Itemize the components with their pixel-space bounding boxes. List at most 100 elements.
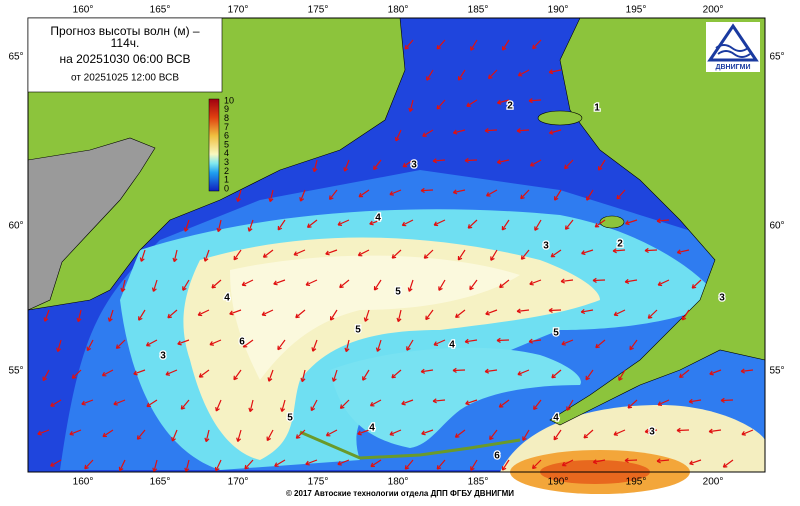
arrow — [396, 309, 402, 323]
arrow — [145, 339, 158, 347]
map-frame — [27, 17, 766, 473]
arrow — [436, 99, 446, 110]
lon-label-top: 165° — [150, 5, 171, 16]
arrow — [548, 307, 562, 313]
arrow — [627, 399, 638, 409]
arrow — [198, 369, 210, 378]
arrow — [172, 249, 178, 263]
arrow — [404, 459, 414, 470]
arrow — [644, 428, 658, 434]
arrow — [344, 339, 350, 353]
arrow — [136, 429, 146, 440]
arrow — [467, 219, 478, 229]
arrow — [280, 399, 286, 412]
arrow — [295, 309, 306, 319]
arrow — [496, 159, 510, 165]
lon-label-top: 180° — [388, 5, 409, 16]
lon-label-top: 200° — [703, 5, 724, 16]
arrow — [496, 337, 510, 343]
arrow — [647, 309, 658, 319]
arrow — [679, 369, 690, 379]
contour-label: 3 — [719, 293, 725, 304]
lon-label-bottom: 170° — [228, 477, 249, 488]
arrow — [293, 249, 306, 256]
arrow — [438, 279, 446, 291]
arrow — [375, 339, 382, 352]
arrow — [564, 219, 574, 230]
arrow — [277, 339, 286, 351]
contour-label: 4 — [553, 413, 559, 424]
lat-label-right: 60° — [769, 221, 784, 232]
lon-label-top: 185° — [468, 5, 489, 16]
arrow — [564, 159, 574, 170]
title-line: Прогноз высоты волн (м) – — [50, 24, 200, 38]
arrow — [81, 399, 94, 406]
colorbar — [208, 98, 220, 192]
arrow — [152, 459, 158, 473]
arrow — [306, 219, 318, 228]
arrow — [464, 157, 478, 164]
arrow — [676, 249, 690, 255]
arrow — [274, 459, 286, 467]
arrow — [554, 189, 562, 201]
arrow — [452, 189, 466, 195]
title-line: от 20251025 12:00 ВСВ — [71, 73, 179, 84]
arrow — [423, 249, 434, 259]
contour-label: 3 — [411, 160, 417, 171]
arrow — [436, 39, 446, 50]
land-alaska — [549, 17, 766, 426]
contour-label: 5 — [355, 325, 361, 336]
arrow — [421, 429, 434, 436]
footer: © 2017 Автоские технологии отдела ДПП ФГ… — [286, 489, 514, 498]
arrow — [624, 457, 638, 464]
arrow — [312, 159, 318, 173]
arrow — [420, 368, 434, 374]
arrow — [566, 399, 574, 411]
arrow — [295, 429, 306, 439]
arrow — [644, 247, 658, 254]
lat-label-left: 55° — [8, 366, 23, 377]
arrow — [613, 309, 626, 317]
aleutian-islands — [299, 430, 521, 460]
arrow — [452, 129, 466, 135]
wave-zone-low — [330, 347, 581, 448]
island — [599, 215, 625, 229]
arrow — [422, 129, 434, 137]
arrow — [373, 279, 382, 291]
colorbar-label: 0 — [224, 183, 229, 193]
lon-label-bottom: 200° — [703, 477, 724, 488]
arrow — [113, 399, 126, 406]
arrow — [534, 219, 542, 231]
arrow — [233, 249, 242, 261]
island — [537, 110, 583, 126]
arrow — [533, 399, 542, 411]
arrow — [425, 309, 434, 321]
arrow — [465, 399, 478, 406]
arrow — [268, 189, 274, 203]
arrow — [331, 369, 338, 382]
arrow — [146, 399, 158, 408]
lat-label-left: 65° — [8, 52, 23, 63]
arrow — [120, 279, 126, 293]
arrow — [528, 338, 542, 344]
arrow — [529, 159, 542, 167]
arrow — [681, 309, 690, 321]
colorbar-label: 3 — [224, 157, 229, 167]
arrow — [69, 429, 82, 436]
arrow — [56, 339, 62, 352]
arrow — [197, 309, 210, 317]
arrow — [138, 309, 146, 321]
arrow — [325, 429, 338, 437]
arrow — [470, 459, 478, 471]
logo-waves — [715, 44, 751, 58]
lon-label-bottom: 165° — [150, 477, 171, 488]
axis-labels: 160°160°165°165°170°170°175°175°180°180°… — [8, 5, 784, 488]
arrow — [305, 459, 318, 466]
arrow — [182, 279, 190, 291]
colorbar-label: 6 — [224, 131, 229, 141]
arrow — [583, 429, 594, 439]
arrow — [466, 99, 478, 107]
lon-label-top: 190° — [548, 5, 569, 16]
contour-label: 2 — [507, 101, 513, 112]
arrow — [490, 249, 498, 261]
